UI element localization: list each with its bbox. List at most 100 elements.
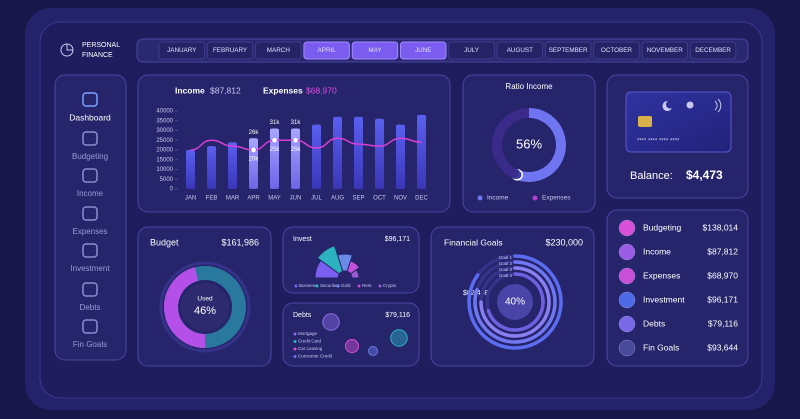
- summary-amount: $138,014: [703, 222, 739, 232]
- legend-swatch: [293, 340, 297, 343]
- bar: [186, 150, 195, 189]
- expenses-total: $68,970: [306, 85, 337, 95]
- summary-amount: $96,171: [707, 294, 738, 304]
- x-tick-label: DEC: [415, 196, 428, 202]
- radial-bar: [479, 266, 551, 338]
- radial-bar: [486, 272, 545, 332]
- bubble: [322, 313, 340, 331]
- nav-icon[interactable]: [82, 243, 98, 258]
- summary-icon: [618, 339, 636, 357]
- panel-title: Budget: [150, 237, 179, 247]
- y-tick-label: 0: [170, 187, 174, 193]
- line-point: [272, 137, 277, 143]
- panel-total: $96,171: [385, 236, 410, 243]
- data-label: 26k: [249, 130, 260, 136]
- summary-amount: $68,970: [707, 270, 738, 280]
- data-label: 25k: [291, 147, 302, 153]
- month-label: DECEMBER: [695, 47, 731, 54]
- nav-icon[interactable]: [82, 319, 98, 334]
- legend-label: Gold: [341, 283, 351, 288]
- legend-swatch: [378, 284, 382, 288]
- summary-label: Investment: [643, 294, 685, 304]
- donut-center-label: 56%: [516, 136, 542, 151]
- x-tick-label: MAR: [226, 196, 240, 202]
- bar: [228, 142, 237, 189]
- month-button[interactable]: [641, 41, 688, 60]
- month-label: APRIL: [318, 47, 337, 54]
- nav-icon[interactable]: [82, 168, 98, 183]
- summary-amount: $93,644: [707, 342, 738, 352]
- legend-swatch: [293, 332, 297, 336]
- legend-label: Crypto: [383, 283, 397, 288]
- logo-icon: [66, 44, 73, 51]
- summary-icon: [618, 267, 636, 285]
- panel-title: Debts: [293, 312, 312, 319]
- series-name: Expenses: [263, 85, 303, 95]
- sidebar: [54, 74, 127, 361]
- bar: [312, 124, 321, 189]
- summary-label: Fin Goals: [643, 342, 679, 352]
- data-label: 31k: [270, 120, 281, 126]
- month-label: JANUARY: [167, 47, 197, 54]
- month-button[interactable]: [255, 41, 302, 60]
- legend-label: Credit Card: [298, 339, 322, 344]
- nav-icon[interactable]: [82, 206, 98, 221]
- y-tick-label: 25000: [156, 138, 173, 144]
- goal-label: Goal 1: [499, 255, 513, 260]
- bar: [207, 146, 216, 189]
- month-button[interactable]: [689, 41, 737, 60]
- nav-label: Expenses: [72, 227, 107, 236]
- month-button[interactable]: [593, 41, 640, 60]
- month-label: FEBRUARY: [213, 47, 248, 54]
- nav-icon[interactable]: [82, 131, 98, 146]
- card-number: **** **** **** ****: [637, 139, 680, 145]
- legend-swatch: [294, 284, 298, 288]
- summary-icon: [618, 291, 636, 309]
- donut-center-caption: Used: [197, 296, 213, 303]
- legend-swatch: [315, 284, 319, 288]
- legend-label: Business: [299, 283, 318, 288]
- panel-total: $230,000: [545, 237, 583, 247]
- polar-sector: [349, 269, 360, 279]
- bar: [270, 128, 279, 189]
- month-label: SEPTEMBER: [549, 47, 588, 54]
- nav-label: Fin Goals: [73, 340, 107, 349]
- donut-hole: [181, 283, 229, 331]
- month-label: JUNE: [415, 47, 431, 54]
- bubble: [367, 345, 379, 357]
- summary-label: Debts: [643, 318, 665, 328]
- summary-icon: [618, 219, 636, 237]
- data-label: 25k: [270, 147, 281, 153]
- legend-label: Expenses: [542, 195, 571, 202]
- month-button[interactable]: [496, 41, 544, 60]
- line-point: [251, 147, 256, 153]
- month-button[interactable]: [544, 41, 592, 60]
- nav-icon[interactable]: [82, 92, 98, 107]
- y-tick-label: 30000: [156, 128, 173, 134]
- month-label: MARCH: [267, 47, 291, 54]
- bubble: [345, 339, 359, 353]
- goal-label: Goal 4: [499, 273, 513, 278]
- x-tick-label: JUN: [290, 196, 302, 202]
- nav-label: Debts: [80, 303, 101, 312]
- month-button[interactable]: [351, 41, 399, 60]
- month-button[interactable]: [206, 41, 254, 60]
- legend-label: Rent: [362, 283, 372, 288]
- nav-icon[interactable]: [82, 282, 98, 297]
- polar-sector: [346, 260, 361, 275]
- month-button[interactable]: [448, 41, 495, 60]
- month-button[interactable]: [400, 41, 447, 60]
- x-tick-label: FEB: [206, 196, 218, 202]
- bubble: [390, 329, 408, 347]
- month-button[interactable]: [303, 41, 350, 60]
- donut-segment: [515, 108, 566, 182]
- x-tick-label: JUL: [311, 196, 322, 202]
- summary-icon: [618, 315, 636, 333]
- y-tick-label: 5000: [160, 177, 174, 183]
- x-tick-label: APR: [247, 196, 260, 202]
- month-button[interactable]: [158, 41, 205, 60]
- y-tick-label: 35000: [156, 118, 173, 124]
- card-chip: [638, 116, 652, 127]
